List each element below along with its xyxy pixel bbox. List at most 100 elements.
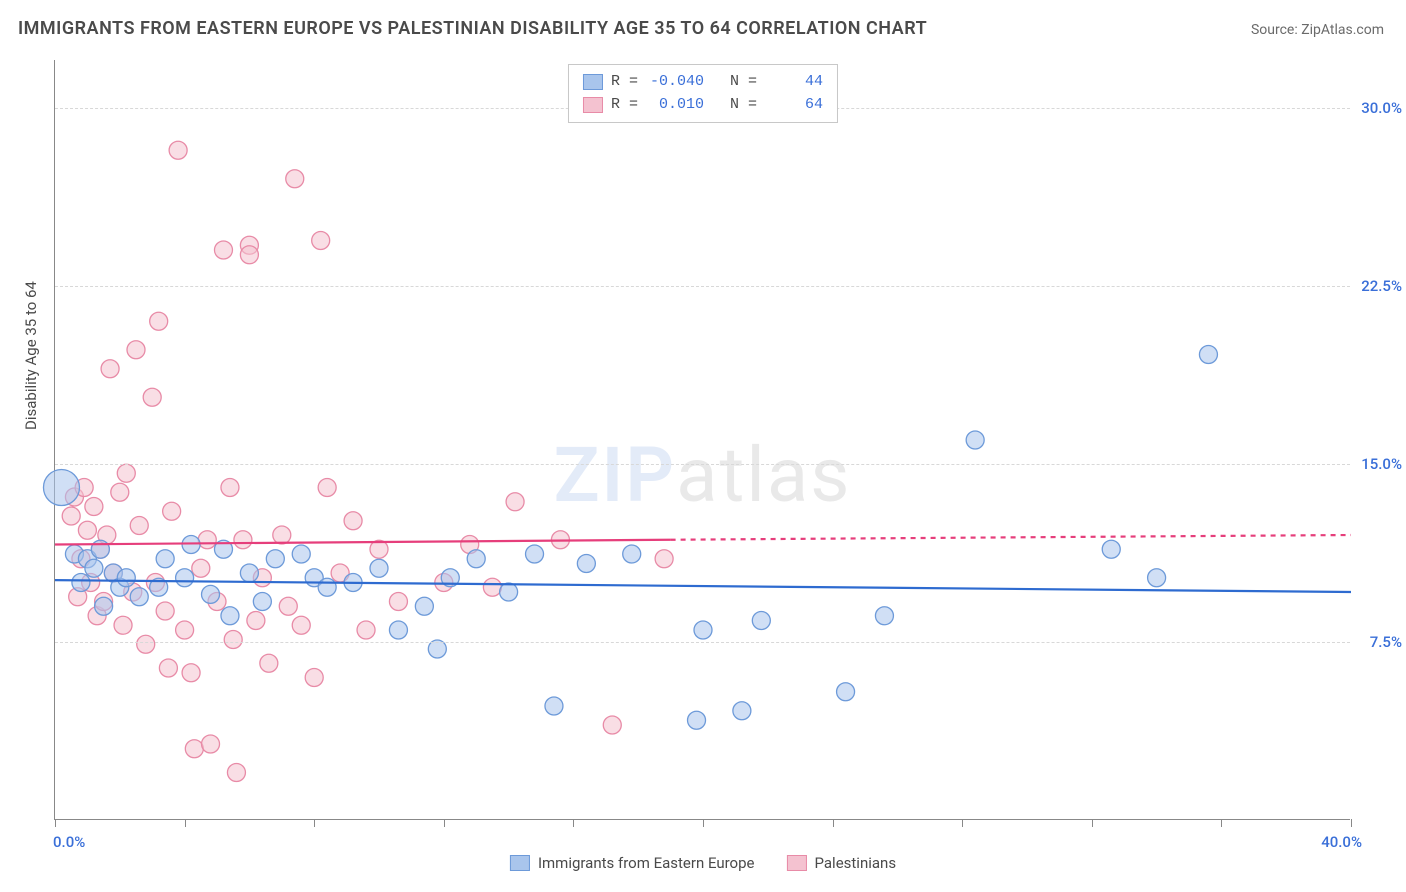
data-point	[247, 612, 265, 630]
data-point	[221, 607, 239, 625]
legend-r-pink: 0.010	[646, 94, 704, 117]
data-point	[156, 602, 174, 620]
data-point	[292, 545, 310, 563]
data-point	[130, 517, 148, 535]
data-point	[837, 683, 855, 701]
data-point	[224, 631, 242, 649]
data-point	[214, 241, 232, 259]
data-point	[966, 431, 984, 449]
xtick	[55, 819, 56, 827]
xtick	[1351, 819, 1352, 827]
ytick-label: 22.5%	[1352, 277, 1402, 295]
data-point	[415, 597, 433, 615]
data-point	[467, 550, 485, 568]
legend-n-label: N =	[712, 71, 757, 94]
ytick-label: 7.5%	[1352, 633, 1402, 651]
data-point	[292, 616, 310, 634]
data-point	[227, 764, 245, 782]
legend-item-pink: Palestinians	[787, 854, 897, 872]
data-point	[286, 170, 304, 188]
legend-label-pink: Palestinians	[815, 854, 897, 872]
data-point	[192, 559, 210, 577]
data-point	[1148, 569, 1166, 587]
data-point	[318, 479, 336, 497]
data-point	[62, 507, 80, 525]
data-point	[85, 559, 103, 577]
legend-series: Immigrants from Eastern Europe Palestini…	[510, 854, 896, 872]
ytick-label: 15.0%	[1352, 455, 1402, 473]
data-point	[370, 559, 388, 577]
data-point	[72, 574, 90, 592]
data-point	[260, 654, 278, 672]
data-point	[137, 635, 155, 653]
legend-swatch-blue	[583, 74, 603, 90]
data-point	[91, 540, 109, 558]
legend-swatch-pink	[787, 855, 807, 871]
x-axis-max-label: 40.0%	[1321, 833, 1362, 851]
data-point	[506, 493, 524, 511]
data-point	[114, 616, 132, 634]
data-point	[78, 521, 96, 539]
data-point	[483, 578, 501, 596]
legend-n-label: N =	[712, 94, 757, 117]
xtick	[1092, 819, 1093, 827]
data-point	[198, 531, 216, 549]
data-point	[240, 246, 258, 264]
data-point	[117, 464, 135, 482]
data-point	[159, 659, 177, 677]
data-point	[163, 502, 181, 520]
data-point	[389, 593, 407, 611]
data-point	[127, 341, 145, 359]
data-point	[875, 607, 893, 625]
xtick	[1221, 819, 1222, 827]
chart-title: IMMIGRANTS FROM EASTERN EUROPE VS PALEST…	[18, 18, 927, 39]
legend-r-blue: -0.040	[646, 71, 704, 94]
gridline	[55, 286, 1350, 287]
data-point	[318, 578, 336, 596]
data-point	[273, 526, 291, 544]
data-point	[655, 550, 673, 568]
data-point	[1102, 540, 1120, 558]
trend-line	[671, 535, 1351, 540]
data-point	[130, 588, 148, 606]
data-point	[577, 555, 595, 573]
trend-line	[55, 540, 671, 545]
data-point	[357, 621, 375, 639]
data-point	[111, 483, 129, 501]
data-point	[85, 498, 103, 516]
xtick	[314, 819, 315, 827]
data-point	[752, 612, 770, 630]
legend-r-label: R =	[611, 94, 638, 117]
data-point	[733, 702, 751, 720]
data-point	[240, 564, 258, 582]
data-point	[143, 388, 161, 406]
data-point	[389, 621, 407, 639]
legend-item-blue: Immigrants from Eastern Europe	[510, 854, 755, 872]
legend-n-blue: 44	[765, 71, 823, 94]
data-point	[253, 593, 271, 611]
data-point	[202, 735, 220, 753]
gridline	[55, 642, 1350, 643]
data-point	[101, 360, 119, 378]
x-axis-min-label: 0.0%	[53, 833, 85, 851]
legend-stats-row-pink: R = 0.010 N = 64	[583, 94, 823, 117]
data-point	[500, 583, 518, 601]
data-point	[156, 550, 174, 568]
y-axis-label: Disability Age 35 to 64	[22, 281, 40, 430]
source-label: Source: ZipAtlas.com	[1251, 22, 1384, 38]
data-point	[176, 569, 194, 587]
data-point	[603, 716, 621, 734]
xtick	[573, 819, 574, 827]
data-point	[266, 550, 284, 568]
data-point	[688, 711, 706, 729]
data-point	[545, 697, 563, 715]
data-point	[182, 664, 200, 682]
chart-container: IMMIGRANTS FROM EASTERN EUROPE VS PALEST…	[0, 0, 1406, 892]
ytick-label: 30.0%	[1352, 99, 1402, 117]
xtick	[703, 819, 704, 827]
legend-stats-row-blue: R = -0.040 N = 44	[583, 71, 823, 94]
legend-swatch-pink	[583, 97, 603, 113]
data-point	[169, 141, 187, 159]
data-point	[221, 479, 239, 497]
data-point	[344, 512, 362, 530]
